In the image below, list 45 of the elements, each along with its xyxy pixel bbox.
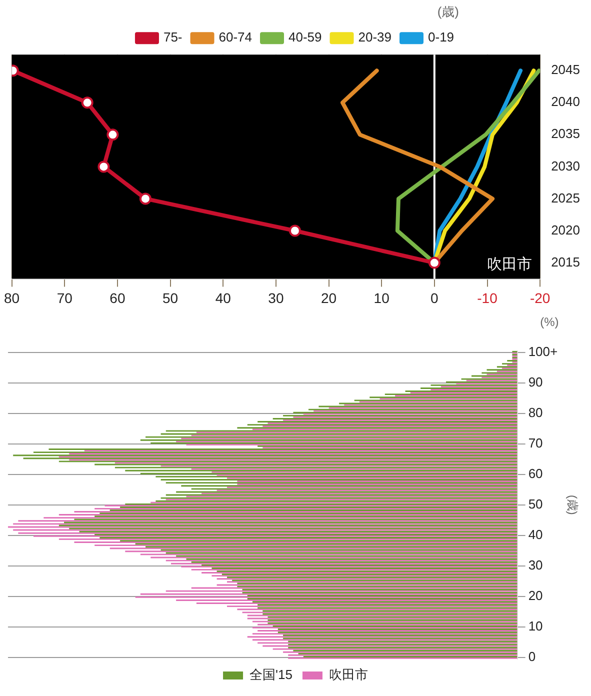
y-tick-label: 70	[528, 435, 543, 450]
y-tick-label: 40	[528, 526, 543, 542]
point	[139, 192, 152, 205]
y-tick-label: 60	[528, 466, 543, 481]
point	[81, 96, 94, 109]
x-tick-label: 70	[56, 290, 73, 306]
point	[106, 128, 119, 141]
y-tick-label: 80	[528, 404, 543, 420]
y-tick-label: 2030	[551, 158, 580, 174]
legend-label: 全国'15	[250, 667, 292, 682]
y-tick-label: 2015	[551, 254, 580, 270]
legend-label: 75-	[163, 30, 182, 45]
legend-label: 40-59	[288, 30, 322, 45]
point	[288, 224, 301, 237]
legend-label: 60-74	[218, 30, 252, 45]
y-tick-label: 0	[528, 649, 536, 664]
legend-label: 0-19	[428, 30, 454, 45]
y-tick-label: 2040	[551, 94, 580, 110]
x-tick-label: -10	[477, 290, 498, 306]
x-tick-label: 80	[4, 290, 20, 306]
y-tick-label: 2045	[551, 62, 580, 78]
x-axis-title: (%)	[540, 315, 559, 330]
y-tick-label: 2025	[551, 190, 580, 206]
x-tick-label: 50	[162, 290, 178, 306]
x-tick-label: 10	[374, 290, 390, 306]
x-tick-label: -20	[530, 290, 550, 306]
annotation: 吹田市	[487, 255, 532, 274]
legend-label: 吹田市	[328, 667, 368, 682]
x-tick-label: 30	[268, 290, 284, 306]
y-tick-label: 50	[528, 496, 543, 512]
x-tick-label: 60	[110, 290, 126, 306]
y-tick-label: 30	[528, 558, 543, 573]
y-tick-label: 90	[528, 374, 543, 390]
y-axis-title: (歳)	[565, 494, 580, 515]
point	[98, 160, 110, 173]
y-tick-label: 100+	[528, 344, 558, 359]
x-tick-label: 0	[430, 290, 439, 306]
x-tick-label: 40	[215, 290, 232, 306]
legend-label: 20-39	[358, 30, 392, 45]
y-tick-label: 2035	[551, 126, 580, 142]
y-tick-label: 2020	[551, 222, 580, 238]
point	[428, 256, 440, 269]
x-tick-label: 20	[320, 290, 337, 306]
y-tick-label: 20	[528, 588, 543, 604]
y-tick-label: 10	[528, 618, 543, 634]
